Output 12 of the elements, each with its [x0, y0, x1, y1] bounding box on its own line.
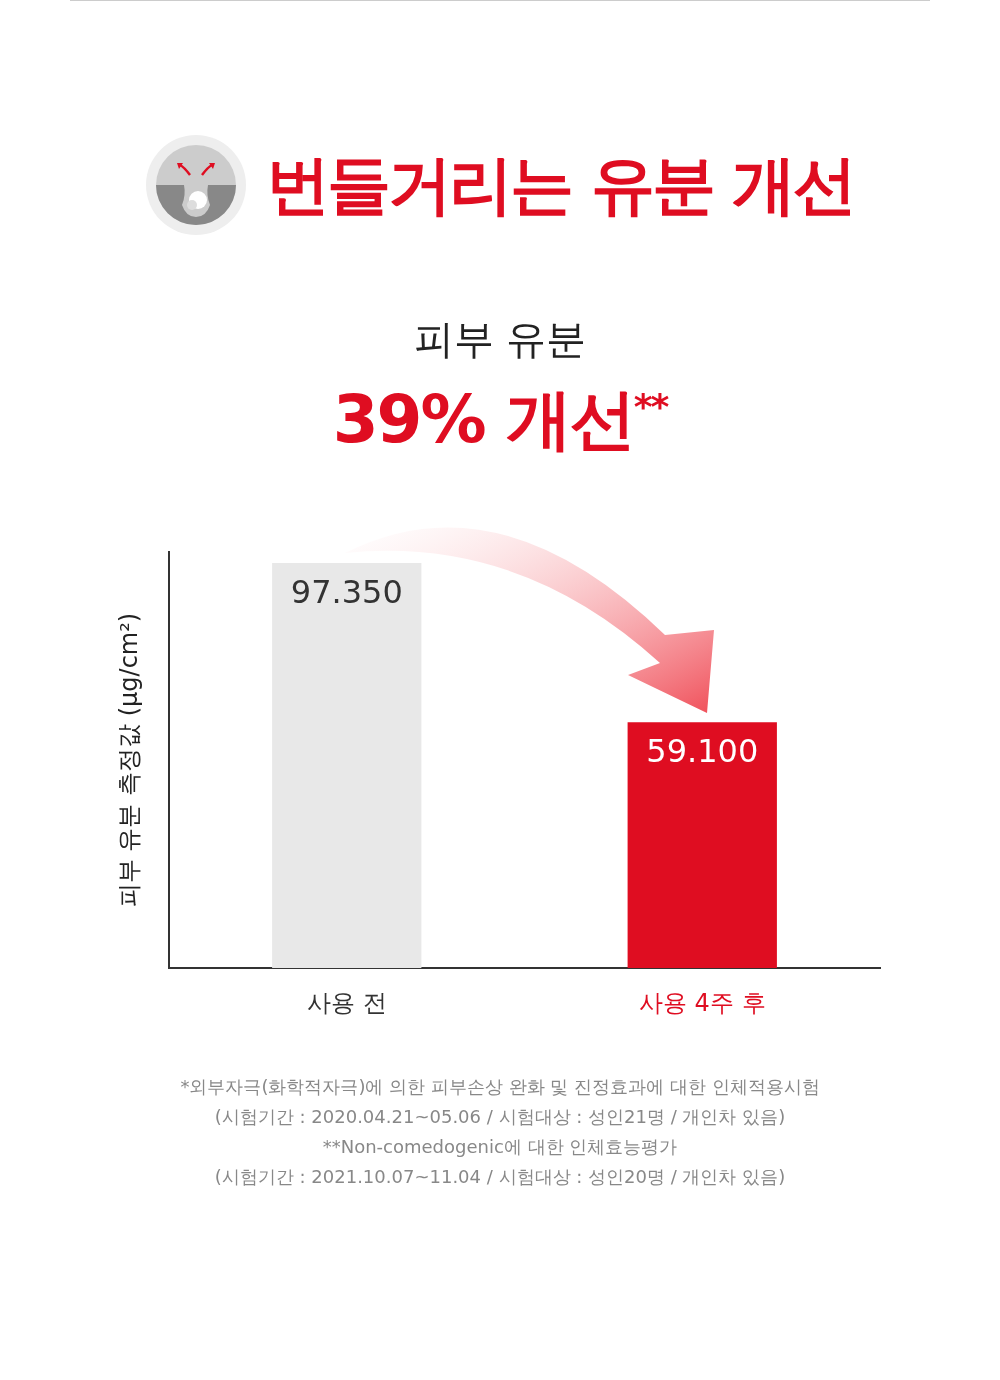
- text: *외부자극(화학적자극)에 의한 피부손상 완화 및 진정효과에 대한 인체적용시험: [179, 1075, 821, 1099]
- text: (시험기간 : 2021.10.07~11.04 / 시험대상 : 성인20명 / 개인차 있음): [213, 1165, 787, 1189]
- chart-subtitle: 피부 유분: [412, 315, 588, 364]
- text: 39% 개선$^{**}$: [331, 380, 669, 460]
- text: **Non-comedogenic에 대한 인체효능평가: [321, 1135, 679, 1159]
- x-tick-label: 사용 전: [306, 988, 387, 1017]
- chart-title: 번들거리는 유분 개선: [266, 146, 854, 224]
- x-tick-label: 사용 4주 후: [638, 988, 766, 1017]
- y-axis-title: 피부 유분 측정값 (µg/cm²): [114, 612, 143, 908]
- data-label: 97.350: [290, 573, 403, 612]
- data-label: 59.100: [646, 732, 759, 771]
- text: (시험기간 : 2020.04.21~05.06 / 시험대상 : 성인21명 / 개인차 있음): [213, 1105, 787, 1129]
